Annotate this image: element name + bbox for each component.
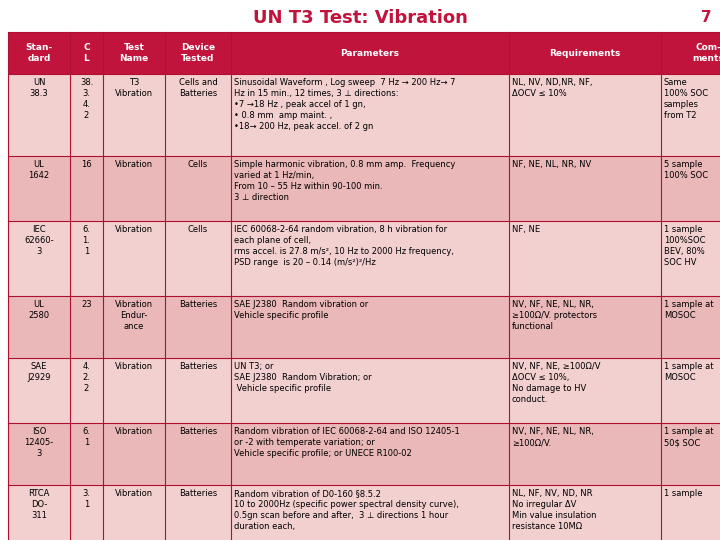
Text: Test
Name: Test Name [120,43,148,63]
Text: Vibration: Vibration [115,489,153,498]
Text: 6.
1.
1: 6. 1. 1 [83,225,91,256]
Text: NV, NF, NE, NL, NR,
≥100Ω/V. protectors
functional: NV, NF, NE, NL, NR, ≥100Ω/V. protectors … [512,300,597,331]
Text: 1 sample at
50$ SOC: 1 sample at 50$ SOC [664,427,714,447]
Text: 1 sample at
MOSOC: 1 sample at MOSOC [664,362,714,382]
Text: Cells: Cells [188,160,208,169]
Text: IEC 60068-2-64 random vibration, 8 h vibration for
each plane of cell,
rms accel: IEC 60068-2-64 random vibration, 8 h vib… [234,225,454,267]
Text: ISO
12405-
3: ISO 12405- 3 [24,427,53,458]
Text: Stan-
dard: Stan- dard [25,43,53,63]
Text: NV, NF, NE, ≥100Ω/V
ΔOCV ≤ 10%,
No damage to HV
conduct.: NV, NF, NE, ≥100Ω/V ΔOCV ≤ 10%, No damag… [512,362,600,404]
Bar [8,485,720,540]
Text: T3
Vibration: T3 Vibration [115,78,153,98]
Text: C
L: C L [84,43,90,63]
Text: Batteries: Batteries [179,489,217,498]
Text: Parameters: Parameters [341,49,400,57]
Text: IEC
62660-
3: IEC 62660- 3 [24,225,54,256]
Text: Simple harmonic vibration, 0.8 mm amp.  Frequency
varied at 1 Hz/min,
From 10 – : Simple harmonic vibration, 0.8 mm amp. F… [234,160,455,202]
Text: Cells: Cells [188,225,208,234]
Text: Cells and
Batteries: Cells and Batteries [179,78,217,98]
Text: NV, NF, NE, NL, NR,
≥100Ω/V.: NV, NF, NE, NL, NR, ≥100Ω/V. [512,427,594,447]
Text: Vibration
Endur-
ance: Vibration Endur- ance [115,300,153,331]
Text: 7: 7 [701,10,712,25]
Bar [8,32,720,74]
Text: NL, NF, NV, ND, NR
No irregular ΔV
Min value insulation
resistance 10MΩ: NL, NF, NV, ND, NR No irregular ΔV Min v… [512,489,596,531]
Text: NL, NV, ND,NR, NF,
ΔOCV ≤ 10%: NL, NV, ND,NR, NF, ΔOCV ≤ 10% [512,78,593,98]
Text: Vibration: Vibration [115,427,153,436]
Bar [8,156,720,221]
Bar [8,358,720,423]
Text: Sinusoidal Waveform , Log sweep  7 Hz → 200 Hz→ 7
Hz in 15 min., 12 times, 3 ⊥ d: Sinusoidal Waveform , Log sweep 7 Hz → 2… [234,78,456,131]
Text: UL
2580: UL 2580 [28,300,50,320]
Text: Batteries: Batteries [179,362,217,371]
Text: 1 sample at
MOSOC: 1 sample at MOSOC [664,300,714,320]
Text: 38.
3.
4.
2: 38. 3. 4. 2 [80,78,93,120]
Text: 1 sample
100%SOC
BEV, 80%
SOC HV: 1 sample 100%SOC BEV, 80% SOC HV [664,225,706,267]
Text: Com-
ments: Com- ments [693,43,720,63]
Text: NF, NE: NF, NE [512,225,540,234]
Bar [8,221,720,296]
Text: Random vibration of IEC 60068-2-64 and ISO 12405-1
or -2 with temperate variatio: Random vibration of IEC 60068-2-64 and I… [234,427,460,458]
Text: RTCA
DO-
311: RTCA DO- 311 [28,489,50,520]
Bar [8,296,720,358]
Text: Vibration: Vibration [115,160,153,169]
Text: Batteries: Batteries [179,300,217,309]
Text: SAE J2380  Random vibration or
Vehicle specific profile: SAE J2380 Random vibration or Vehicle sp… [234,300,368,320]
Text: 4.
2.
2: 4. 2. 2 [83,362,91,393]
Text: Random vibration of D0-160 §8.5.2
10 to 2000Hz (specific power spectral density : Random vibration of D0-160 §8.5.2 10 to … [234,489,459,531]
Text: SAE
J2929: SAE J2929 [27,362,50,382]
Text: NF, NE, NL, NR, NV: NF, NE, NL, NR, NV [512,160,591,169]
Text: 23: 23 [81,300,92,309]
Text: 16: 16 [81,160,92,169]
Bar [8,74,720,156]
Text: UN T3; or
SAE J2380  Random Vibration; or
 Vehicle specific profile: UN T3; or SAE J2380 Random Vibration; or… [234,362,372,393]
Text: Batteries: Batteries [179,427,217,436]
Text: UN
38.3: UN 38.3 [30,78,48,98]
Text: Requirements: Requirements [549,49,621,57]
Text: UL
1642: UL 1642 [28,160,50,180]
Text: Same
100% SOC
samples
from T2: Same 100% SOC samples from T2 [664,78,708,120]
Text: 6.
1: 6. 1 [83,427,91,447]
Text: Vibration: Vibration [115,225,153,234]
Text: 1 sample: 1 sample [664,489,703,498]
Text: Device
Tested: Device Tested [181,43,215,63]
Text: Vibration: Vibration [115,362,153,371]
Text: UN T3 Test: Vibration: UN T3 Test: Vibration [253,9,467,27]
Text: 5 sample
100% SOC: 5 sample 100% SOC [664,160,708,180]
Bar [8,423,720,485]
Text: 3.
1: 3. 1 [83,489,91,509]
